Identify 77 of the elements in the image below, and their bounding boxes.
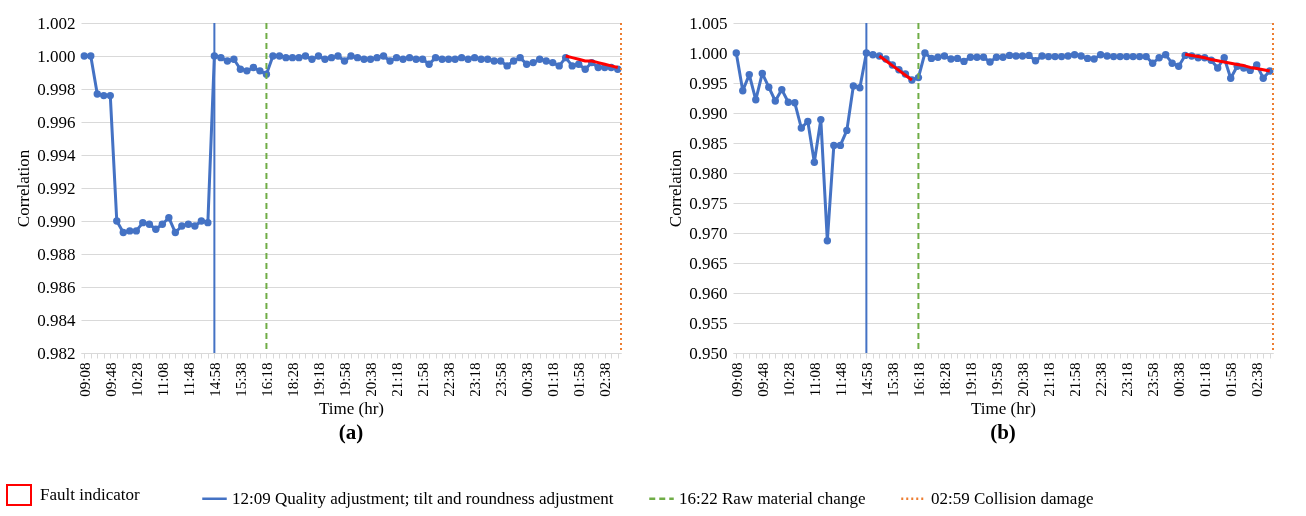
y-tick-label: 0.982	[37, 343, 76, 363]
x-tick-label: 19:58	[336, 362, 353, 397]
y-tick-label: 0.985	[689, 133, 728, 153]
text: 02:59 Collision damage	[931, 488, 1094, 508]
x-tick-label: 23:18	[467, 362, 484, 397]
text: (a)	[338, 420, 364, 445]
x-tick-label: 20:38	[363, 362, 380, 397]
x-tick-label: 00:38	[1171, 362, 1188, 397]
x-tick-label: 11:08	[806, 362, 823, 397]
x-tick-label: 15:38	[884, 362, 901, 397]
y-tick-label: 0.980	[689, 163, 728, 183]
x-tick-label: 18:28	[936, 362, 953, 397]
x-tick-label: 22:38	[441, 362, 458, 397]
x-tick-label: 01:58	[571, 362, 588, 397]
x-tick-label: 16:18	[258, 362, 275, 397]
y-tick-label: 0.950	[689, 343, 728, 363]
y-tick-label: 0.975	[689, 193, 728, 213]
x-tick-label: 14:58	[858, 362, 875, 397]
y-tick-label: 0.990	[689, 103, 728, 123]
y-tick-label: 0.984	[37, 310, 76, 330]
x-tick-label: 02:38	[597, 362, 614, 397]
y-tick-label: 0.955	[689, 313, 728, 333]
x-tick-label: 11:08	[154, 362, 171, 397]
y-tick-label: 0.965	[689, 253, 728, 273]
x-tick-label: 16:18	[910, 362, 927, 397]
y-tick-label: 1.000	[689, 43, 728, 63]
y-tick-label: 0.995	[689, 73, 728, 93]
x-axis-title: Time (hr)	[318, 398, 385, 418]
y-axis-title: Correlation	[666, 149, 686, 228]
y-tick-label: 0.996	[37, 112, 76, 132]
x-tick-label: 09:08	[76, 362, 93, 397]
x-tick-label: 00:38	[519, 362, 536, 397]
x-tick-label: 11:48	[832, 362, 849, 397]
x-tick-label: 20:38	[1015, 362, 1032, 397]
legend-label: 16:22 Raw material change	[679, 488, 866, 508]
x-tick-label: 23:18	[1119, 362, 1136, 397]
x-tick-label: 09:48	[754, 362, 771, 397]
x-tick-label: 22:38	[1093, 362, 1110, 397]
x-tick-label: 23:58	[1145, 362, 1162, 397]
y-tick-label: 1.000	[37, 46, 76, 66]
y-tick-label: 0.992	[37, 178, 76, 198]
x-tick-label: 10:28	[128, 362, 145, 397]
x-tick-label: 02:38	[1249, 362, 1266, 397]
x-tick-label: 14:58	[206, 362, 223, 397]
y-tick-label: 0.990	[37, 211, 76, 231]
x-tick-label: 21:18	[389, 362, 406, 397]
y-axis-title: Correlation	[14, 149, 34, 228]
x-tick-label: 23:58	[493, 362, 510, 397]
x-tick-label: 09:08	[728, 362, 745, 397]
y-tick-label: 0.998	[37, 79, 76, 99]
y-tick-label: 0.986	[37, 277, 76, 297]
y-tick-label: 0.970	[689, 223, 728, 243]
x-axis-title: Time (hr)	[970, 398, 1037, 418]
line-series	[877, 54, 914, 82]
y-tick-label: 1.002	[37, 13, 76, 33]
x-tick-label: 19:18	[310, 362, 327, 397]
x-tick-label: 18:28	[284, 362, 301, 397]
x-tick-label: 11:48	[180, 362, 197, 397]
y-tick-label: 0.994	[37, 145, 76, 165]
y-tick-label: 0.960	[689, 283, 728, 303]
x-tick-label: 21:58	[1067, 362, 1084, 397]
y-tick-label: 0.988	[37, 244, 76, 264]
x-tick-label: 01:58	[1223, 362, 1240, 397]
x-tick-label: 15:38	[232, 362, 249, 397]
x-tick-label: 10:28	[780, 362, 797, 397]
line-series	[1183, 52, 1272, 73]
y-tick-label: 1.005	[689, 13, 728, 33]
x-tick-label: 19:58	[988, 362, 1005, 397]
x-tick-label: 21:18	[1041, 362, 1058, 397]
x-tick-label: 01:18	[1197, 362, 1214, 397]
legend-label: 12:09 Quality adjustment; tilt and roundness adjustment	[232, 488, 614, 508]
x-tick-label: 19:18	[962, 362, 979, 397]
text: Fault indicator	[40, 485, 140, 505]
x-tick-label: 01:18	[545, 362, 562, 397]
text: (b)	[990, 420, 1016, 445]
x-tick-label: 09:48	[102, 362, 119, 397]
x-tick-label: 21:58	[415, 362, 432, 397]
